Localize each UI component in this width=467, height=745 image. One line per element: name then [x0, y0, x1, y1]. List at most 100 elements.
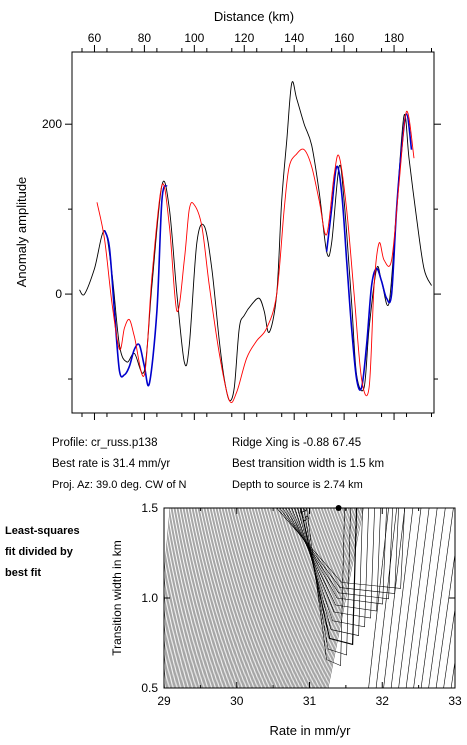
- contour-line: [294, 508, 327, 688]
- contour-line: [287, 508, 319, 688]
- x-tick-label: 33: [448, 694, 462, 708]
- contour-line: [313, 508, 348, 688]
- contour-line: [306, 508, 340, 688]
- contour-line: [265, 508, 295, 688]
- contour-line: [214, 508, 238, 688]
- contour-line: [215, 508, 240, 688]
- contour-line: [282, 508, 393, 600]
- model-segment-line-1: [103, 184, 168, 387]
- contour-line: [210, 508, 234, 688]
- contour-line: [186, 508, 207, 688]
- contour-line: [241, 508, 268, 688]
- contour-line: [221, 508, 246, 688]
- contour-line: [220, 508, 244, 688]
- contour-line: [267, 508, 297, 688]
- contour-line: [268, 508, 298, 688]
- side-note-line-2: fit divided by: [5, 546, 73, 558]
- contour-line: [248, 508, 276, 688]
- contour-line: [261, 508, 291, 688]
- contour-line: [251, 508, 279, 688]
- x-tick-label: 80: [138, 31, 152, 45]
- contour-line: [256, 508, 285, 688]
- contour-line: [323, 508, 360, 688]
- contour-line: [295, 508, 328, 688]
- contour-line: [269, 508, 300, 688]
- contour-line: [170, 508, 189, 688]
- contour-line: [201, 508, 223, 688]
- contour-line: [238, 508, 265, 688]
- contour-line: [178, 508, 198, 688]
- contour-line: [322, 508, 358, 688]
- contour-line: [296, 508, 330, 688]
- contour-line: [420, 508, 446, 688]
- contour-line: [259, 508, 288, 688]
- contour-line: [191, 508, 213, 688]
- synthetic-profile-line: [96, 111, 415, 404]
- contour-line: [167, 508, 186, 688]
- contour-line: [300, 508, 358, 646]
- x-tick-label: 29: [157, 694, 171, 708]
- contour-line: [236, 508, 262, 688]
- x-tick-label: 60: [88, 31, 102, 45]
- contour-value-label: 1.5: [298, 507, 312, 522]
- plot-frame: [71, 51, 435, 414]
- contour-line: [303, 508, 351, 656]
- depth-text: Depth to source is 2.74 km: [232, 479, 363, 491]
- contour-line: [179, 508, 199, 688]
- contour-line: [263, 508, 292, 688]
- contour-line: [213, 508, 237, 688]
- contour-line: [252, 508, 280, 688]
- contour-line: [174, 508, 193, 688]
- contour-line: [285, 508, 387, 605]
- contour-line: [164, 508, 172, 594]
- contour-line: [271, 508, 301, 688]
- contour-line: [234, 508, 261, 688]
- contour-line: [197, 508, 219, 688]
- ridge-xing-text: Ridge Xing is -0.88 67.45: [232, 437, 362, 449]
- contour-line: [164, 508, 183, 688]
- contour-line: [225, 508, 250, 688]
- contour-line: [249, 508, 277, 688]
- contour-line: [435, 551, 455, 688]
- contour-line: [198, 508, 220, 688]
- contour-line: [283, 508, 315, 688]
- contour-line: [282, 508, 313, 688]
- contour-line: [307, 508, 342, 688]
- contour-line: [390, 508, 414, 688]
- contour-line: [240, 508, 267, 688]
- contour-line: [183, 508, 204, 688]
- contour-line: [230, 508, 256, 688]
- contour-line: [242, 508, 270, 688]
- x-tick-label: 31: [303, 694, 317, 708]
- profile-text: Profile: cr_russ.p138: [52, 437, 158, 449]
- contour-line: [218, 508, 243, 688]
- contour-line: [257, 508, 286, 688]
- contour-line: [375, 508, 397, 688]
- contour-line: [315, 508, 351, 688]
- contour-line: [184, 508, 205, 688]
- x-tick-label: 140: [284, 31, 304, 45]
- contour-line: [207, 508, 231, 688]
- contour-line: [273, 508, 304, 688]
- contour-line: [224, 508, 249, 688]
- contour-line: [205, 508, 228, 688]
- contour-line: [305, 508, 339, 688]
- side-note-line-3: best fit: [5, 567, 42, 579]
- contour-line: [314, 508, 349, 688]
- contour-line: [413, 508, 438, 688]
- contour-line: [202, 508, 225, 688]
- x-tick-label: 100: [184, 31, 204, 45]
- contour-line: [194, 508, 216, 688]
- contour-line: [171, 508, 190, 688]
- x-tick-label: 160: [334, 31, 354, 45]
- top-axis-label: Distance (km): [214, 9, 294, 24]
- contour-line: [272, 508, 303, 688]
- x-tick-label: 180: [384, 31, 404, 45]
- contour-line: [310, 508, 345, 688]
- contour-line: [368, 508, 389, 688]
- contour-line: [327, 508, 364, 688]
- contour-line: [298, 508, 331, 688]
- contour-line: [244, 508, 271, 688]
- y-tick-label: 200: [42, 117, 62, 131]
